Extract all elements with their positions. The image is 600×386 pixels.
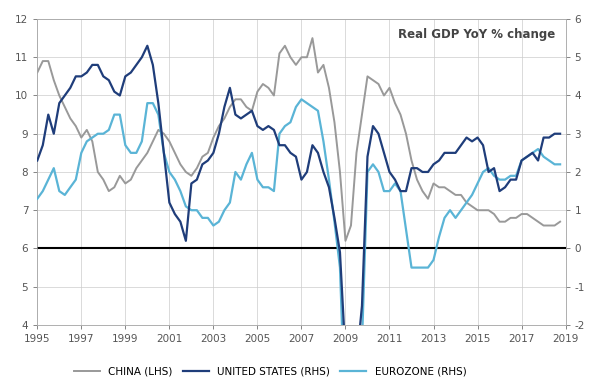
CHINA (LHS) — [342, 239, 349, 243]
Line: EUROZONE (RHS): EUROZONE (RHS) — [37, 99, 560, 386]
CHINA (LHS) — [259, 82, 266, 86]
EUROZONE (RHS) — [320, 139, 327, 144]
EUROZONE (RHS) — [556, 162, 563, 167]
Text: Real GDP YoY % change: Real GDP YoY % change — [398, 28, 555, 41]
UNITED STATES (RHS) — [188, 181, 195, 186]
UNITED STATES (RHS) — [265, 124, 272, 129]
EUROZONE (RHS) — [304, 101, 311, 105]
Line: UNITED STATES (RHS): UNITED STATES (RHS) — [37, 46, 560, 363]
CHINA (LHS) — [309, 36, 316, 41]
UNITED STATES (RHS) — [34, 158, 41, 163]
CHINA (LHS) — [320, 63, 327, 67]
Line: CHINA (LHS): CHINA (LHS) — [37, 38, 560, 241]
EUROZONE (RHS) — [34, 196, 41, 201]
EUROZONE (RHS) — [298, 97, 305, 102]
EUROZONE (RHS) — [182, 204, 190, 209]
UNITED STATES (RHS) — [523, 154, 530, 159]
Legend: CHINA (LHS), UNITED STATES (RHS), EUROZONE (RHS): CHINA (LHS), UNITED STATES (RHS), EUROZO… — [70, 362, 470, 381]
UNITED STATES (RHS) — [320, 170, 327, 174]
EUROZONE (RHS) — [523, 154, 530, 159]
EUROZONE (RHS) — [259, 185, 266, 190]
UNITED STATES (RHS) — [105, 78, 112, 83]
UNITED STATES (RHS) — [347, 361, 355, 366]
UNITED STATES (RHS) — [304, 170, 311, 174]
EUROZONE (RHS) — [105, 128, 112, 132]
CHINA (LHS) — [105, 189, 112, 193]
CHINA (LHS) — [182, 170, 190, 174]
CHINA (LHS) — [298, 55, 305, 59]
CHINA (LHS) — [523, 212, 530, 217]
CHINA (LHS) — [34, 70, 41, 75]
CHINA (LHS) — [556, 219, 563, 224]
UNITED STATES (RHS) — [556, 131, 563, 136]
UNITED STATES (RHS) — [144, 44, 151, 48]
